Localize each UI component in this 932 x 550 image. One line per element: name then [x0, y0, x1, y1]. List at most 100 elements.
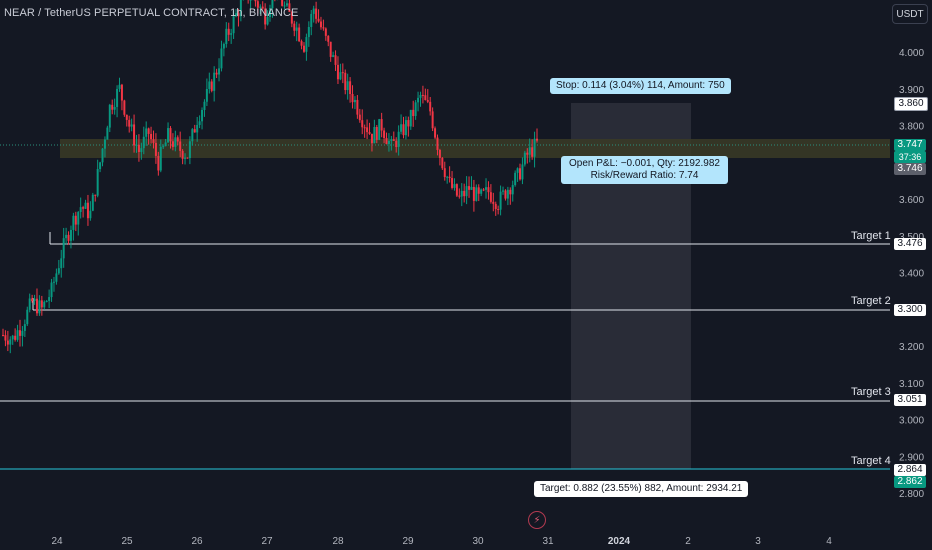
candle-up — [523, 152, 526, 165]
candle-up — [400, 124, 403, 132]
stop-info-label: Stop: 0.114 (3.04%) 114, Amount: 750 — [550, 78, 731, 94]
candle-up — [101, 148, 104, 163]
time-tick-label: 31 — [542, 536, 554, 547]
candle-down — [334, 55, 337, 65]
candle-up — [446, 176, 449, 178]
candle-down — [494, 203, 497, 210]
price-tick-label: 3.100 — [899, 379, 924, 390]
candle-up — [62, 238, 65, 259]
candle-up — [414, 102, 417, 117]
pnl-info-label: Open P&L: −0.001, Qty: 2192.982 Risk/Rew… — [561, 156, 728, 184]
candle-down — [210, 81, 213, 91]
candle-down — [157, 155, 160, 171]
candle-down — [424, 95, 427, 101]
candle-down — [6, 340, 9, 345]
price-tick-label: 3.600 — [899, 195, 924, 206]
candle-down — [315, 8, 318, 19]
candle-down — [186, 157, 189, 159]
candle-up — [38, 300, 41, 314]
candle-up — [312, 8, 315, 14]
candle-down — [74, 215, 77, 225]
candle-down — [392, 139, 395, 141]
candle-down — [463, 190, 466, 197]
candle-up — [516, 168, 519, 173]
candle-down — [152, 139, 155, 143]
price-tick-label: 3.200 — [899, 342, 924, 353]
candle-down — [147, 128, 150, 134]
candle-down — [341, 72, 344, 74]
candle-up — [113, 106, 116, 110]
candle-up — [485, 187, 488, 190]
candle-down — [356, 99, 359, 115]
price-tick-label: 3.500 — [899, 232, 924, 243]
symbol-title[interactable]: NEAR / TetherUS PERPETUAL CONTRACT, 1h, … — [4, 7, 299, 19]
candle-down — [94, 194, 97, 196]
risk-reward-line: Risk/Reward Ratio: 7.74 — [590, 170, 699, 181]
pnl-line: Open P&L: −0.001, Qty: 2192.982 — [569, 158, 720, 169]
candle-up — [533, 138, 536, 157]
candle-up — [191, 129, 194, 142]
target-1-label: Target 1 — [851, 230, 891, 242]
candle-up — [91, 194, 94, 211]
time-tick-label: 2 — [685, 536, 691, 547]
candle-down — [123, 100, 126, 115]
candle-up — [60, 258, 63, 269]
candle-up — [225, 28, 228, 44]
candle-up — [23, 324, 26, 331]
candle-up — [50, 282, 53, 298]
candle-down — [215, 72, 218, 75]
candle-down — [288, 3, 291, 12]
price-tick-label: 3.800 — [899, 122, 924, 133]
time-tick-label: 4 — [826, 536, 832, 547]
time-tick-label: 27 — [261, 536, 273, 547]
time-tick-label: 26 — [191, 536, 203, 547]
candle-up — [378, 119, 381, 140]
candle-down — [531, 147, 534, 157]
candle-up — [118, 84, 121, 89]
candle-up — [460, 190, 463, 197]
candle-down — [451, 178, 454, 188]
candle-down — [492, 201, 495, 204]
candle-down — [421, 94, 424, 96]
candle-down — [536, 138, 538, 141]
candle-down — [426, 100, 429, 102]
candle-down — [361, 120, 364, 128]
candle-down — [4, 335, 7, 341]
candle-up — [79, 207, 82, 213]
currency-button[interactable]: USDT — [892, 4, 928, 24]
candle-up — [230, 33, 233, 35]
candle-up — [222, 43, 225, 49]
candle-down — [366, 127, 369, 133]
price-tick-label: 3.400 — [899, 269, 924, 280]
candle-down — [120, 84, 123, 101]
candle-up — [205, 88, 208, 102]
candle-up — [514, 172, 517, 186]
candle-up — [196, 124, 199, 133]
candle-up — [57, 268, 60, 274]
candle-up — [11, 335, 14, 340]
candle-up — [130, 124, 133, 127]
candle-down — [434, 128, 437, 138]
lightning-icon[interactable]: ⚡ — [528, 511, 546, 529]
candle-up — [419, 94, 422, 98]
target-3-price-tag: 3.051 — [894, 394, 926, 406]
candle-up — [390, 139, 393, 141]
candle-down — [302, 45, 305, 52]
candle-down — [497, 209, 500, 211]
candle-up — [99, 162, 102, 170]
candle-down — [455, 184, 458, 196]
candle-down — [237, 13, 240, 17]
time-tick-label: 25 — [121, 536, 133, 547]
price-tick-label: 4.000 — [899, 48, 924, 59]
candle-up — [502, 190, 505, 192]
candle-up — [269, 8, 271, 18]
candle-up — [339, 72, 342, 80]
candle-up — [28, 298, 31, 310]
candle-up — [77, 212, 80, 225]
candle-up — [208, 81, 211, 89]
countdown-tag: 37:36 — [894, 151, 926, 163]
candle-down — [472, 186, 475, 201]
candle-up — [198, 121, 201, 125]
candle-down — [349, 81, 352, 95]
